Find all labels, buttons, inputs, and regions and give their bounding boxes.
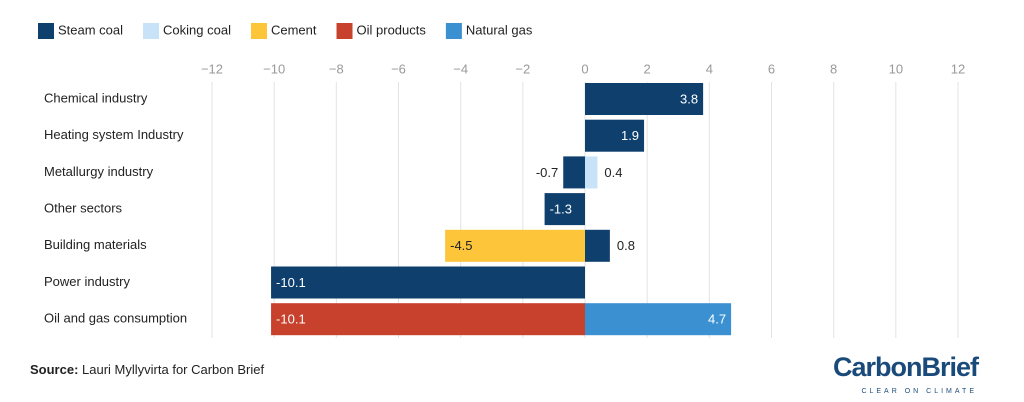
x-tick-label: 4 (706, 61, 713, 76)
legend-label: Steam coal (58, 22, 123, 37)
category-label: Building materials (44, 237, 147, 252)
category-label: Power industry (44, 274, 130, 289)
category-label: Chemical industry (44, 90, 148, 105)
bar (563, 156, 585, 189)
logo: CarbonBrief (833, 352, 980, 382)
legend-swatch (336, 23, 353, 39)
x-tick-label: 12 (951, 61, 965, 76)
category-label: Metallurgy industry (44, 164, 154, 179)
data-label: -1.3 (550, 202, 572, 217)
logo-tagline: CLEAR ON CLIMATE (861, 388, 977, 395)
bar (585, 156, 598, 189)
x-tick-label: −6 (391, 61, 406, 76)
legend-swatch (38, 23, 54, 39)
x-tick-label: 10 (889, 61, 903, 76)
bar (445, 229, 585, 262)
data-label: 0.8 (617, 238, 635, 253)
category-label: Oil and gas consumption (44, 311, 187, 326)
data-label: 3.8 (680, 91, 698, 106)
legend-label: Coking coal (163, 22, 231, 37)
category-label: Heating system Industry (44, 127, 184, 142)
bar (271, 266, 585, 299)
bar (585, 83, 704, 115)
legend-label: Natural gas (466, 22, 533, 37)
x-tick-label: −2 (515, 61, 530, 76)
x-tick-label: 2 (644, 61, 651, 76)
x-tick-label: −12 (201, 61, 223, 76)
data-label: -0.7 (536, 165, 558, 180)
source: Source: Lauri Myllyvirta for Carbon Brie… (30, 362, 264, 377)
data-label: 4.7 (708, 312, 726, 327)
bar (585, 229, 610, 262)
legend-swatch (143, 23, 160, 39)
x-tick-label: 0 (581, 61, 588, 76)
data-label: 0.4 (604, 165, 622, 180)
legend-label: Cement (271, 22, 317, 37)
x-tick-label: −10 (263, 61, 285, 76)
x-tick-label: −8 (329, 61, 344, 76)
x-tick-label: −4 (453, 61, 468, 76)
x-tick-label: 6 (768, 61, 775, 76)
source-text: Lauri Myllyvirta for Carbon Brief (82, 362, 264, 377)
x-tick-label: 8 (830, 61, 837, 76)
legend-swatch (250, 23, 267, 39)
data-label: -10.1 (276, 275, 306, 290)
data-label: 1.9 (621, 128, 639, 143)
category-label: Other sectors (44, 201, 123, 216)
data-label: -4.5 (450, 238, 472, 253)
data-label: -10.1 (276, 312, 306, 327)
legend-label: Oil products (357, 22, 427, 37)
source-label: Source: (30, 362, 78, 377)
bar (544, 193, 585, 226)
bar (585, 119, 645, 152)
legend-swatch (445, 23, 462, 39)
bar (585, 303, 732, 336)
bar (271, 303, 585, 336)
